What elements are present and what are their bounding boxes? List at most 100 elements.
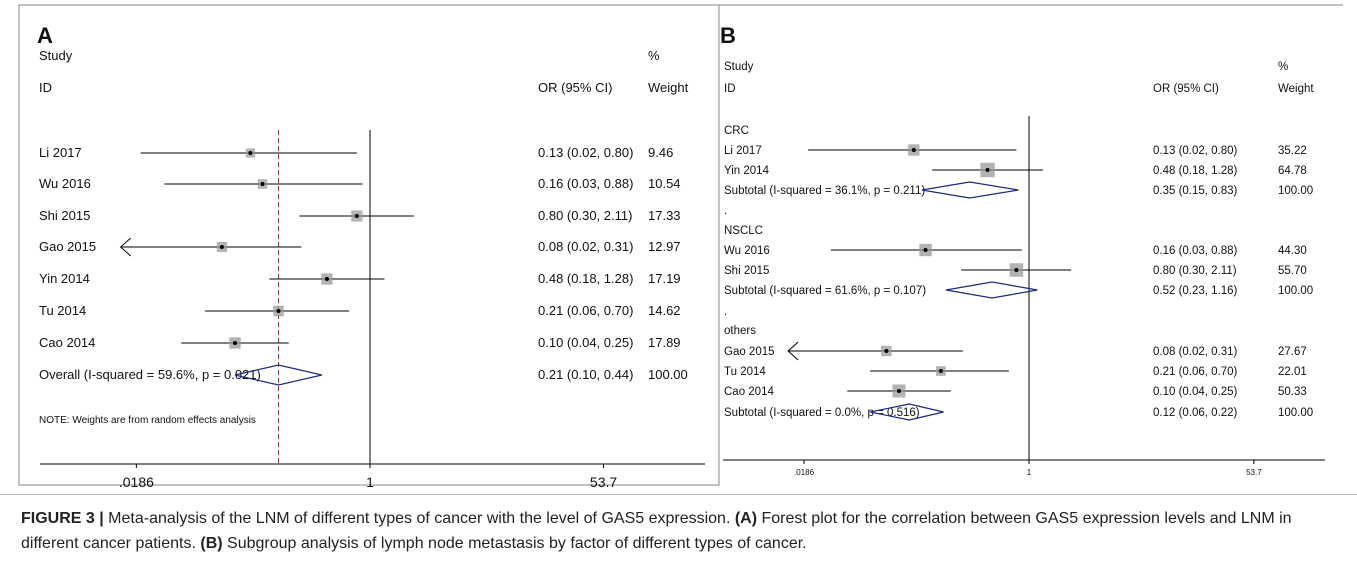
study-label: Yin 2014 xyxy=(724,165,770,177)
panel-frame xyxy=(18,4,720,486)
spacer-row: . xyxy=(724,306,727,318)
point-estimate xyxy=(276,309,281,313)
weight-text: 17.89 xyxy=(648,335,681,350)
study-label: Gao 2015 xyxy=(724,346,775,358)
weight-text: 55.70 xyxy=(1278,265,1307,277)
weight-text: 9.46 xyxy=(648,145,673,160)
weight-text: 100.00 xyxy=(1278,285,1313,297)
point-estimate xyxy=(354,214,359,218)
study-row: Shi 2015 0.80 (0.30, 2.11) 55.70 xyxy=(724,263,1307,277)
or-ci-text: 0.35 (0.15, 0.83) xyxy=(1153,185,1238,197)
or-ci-text: 0.08 (0.02, 0.31) xyxy=(538,239,633,254)
study-row: Gao 2015 0.08 (0.02, 0.31) 27.67 xyxy=(724,341,1307,361)
header-percent: % xyxy=(648,48,660,63)
point-estimate xyxy=(897,389,901,393)
weight-text: 100.00 xyxy=(1278,185,1313,197)
header-or-ci: OR (95% CI) xyxy=(1153,83,1219,95)
ci-arrow-left xyxy=(119,237,131,257)
study-row: Yin 2014 0.48 (0.18, 1.28) 64.78 xyxy=(724,162,1307,178)
weight-text: 27.67 xyxy=(1278,346,1307,358)
summary-label: Overall (I-squared = 59.6%, p = 0.021) xyxy=(39,367,261,382)
or-ci-text: 0.80 (0.30, 2.11) xyxy=(1153,265,1237,277)
study-label: Wu 2016 xyxy=(724,245,770,257)
group-label: others xyxy=(724,325,756,337)
summary-label: Subtotal (I-squared = 36.1%, p = 0.211) xyxy=(724,185,925,197)
or-ci-text: 0.80 (0.30, 2.11) xyxy=(538,208,632,223)
study-label: Tu 2014 xyxy=(39,303,86,318)
weight-text: 100.00 xyxy=(648,367,688,382)
study-label: Tu 2014 xyxy=(724,366,766,378)
group-label: NSCLC xyxy=(724,225,763,237)
pooled-diamond xyxy=(870,403,944,421)
weights-note: NOTE: Weights are from random effects an… xyxy=(39,415,256,426)
header-id: ID xyxy=(724,83,736,95)
group-row: others xyxy=(724,325,756,337)
summary-row: Subtotal (I-squared = 61.6%, p = 0.107) 0… xyxy=(724,281,1313,299)
panel-b-forest-plot: B Study ID OR (95% CI)% Weight .0186 1 53.7 CRC L… xyxy=(715,4,1343,477)
summary-row: Overall (I-squared = 59.6%, p = 0.021) 0.… xyxy=(39,364,688,386)
study-label: Gao 2015 xyxy=(39,239,96,254)
weight-text: 14.62 xyxy=(648,303,681,318)
study-row: Gao 2015 0.08 (0.02, 0.31) 12.97 xyxy=(39,237,681,257)
study-label: Li 2017 xyxy=(724,145,762,157)
study-row: Li 2017 0.13 (0.02, 0.80) 9.46 xyxy=(39,145,673,160)
study-row: Wu 2016 0.16 (0.03, 0.88) 10.54 xyxy=(39,176,681,191)
study-row: Li 2017 0.13 (0.02, 0.80) 35.22 xyxy=(724,144,1307,157)
point-estimate xyxy=(248,151,253,155)
or-ci-text: 0.12 (0.06, 0.22) xyxy=(1153,407,1238,419)
header-weight: Weight xyxy=(1278,83,1314,95)
header-or-ci: OR (95% CI) xyxy=(538,80,612,95)
caption-label-a: (A) xyxy=(734,510,758,527)
or-ci-text: 0.48 (0.18, 1.28) xyxy=(1153,165,1238,177)
caption-label-b: (B) xyxy=(200,535,223,552)
weight-text: 50.33 xyxy=(1278,386,1307,398)
study-label: Wu 2016 xyxy=(39,176,91,191)
study-label: Shi 2015 xyxy=(724,265,769,277)
caption-text-3: Subgroup analysis of lymph node metastas… xyxy=(222,535,807,552)
study-row: Cao 2014 0.10 (0.04, 0.25) 50.33 xyxy=(724,384,1307,398)
or-ci-text: 0.16 (0.03, 0.88) xyxy=(1153,245,1238,257)
or-ci-text: 0.13 (0.02, 0.80) xyxy=(1153,145,1238,157)
spacer-row: . xyxy=(724,205,727,217)
study-label: Yin 2014 xyxy=(39,271,90,286)
group-row: CRC xyxy=(724,125,749,137)
header-percent: % xyxy=(1278,61,1288,73)
figure-caption: FIGURE 3 | Meta-analysis of the LNM of d… xyxy=(21,506,1331,556)
or-ci-text: 0.21 (0.06, 0.70) xyxy=(1153,366,1238,378)
weight-text: 64.78 xyxy=(1278,165,1307,177)
header-id: ID xyxy=(39,80,52,95)
ci-arrow-left xyxy=(787,341,799,361)
point-estimate xyxy=(911,148,916,152)
pooled-diamond xyxy=(921,181,1019,199)
or-ci-text: 0.52 (0.23, 1.16) xyxy=(1153,285,1238,297)
panel-label: B xyxy=(720,23,736,48)
group-label: CRC xyxy=(724,125,749,137)
or-ci-text: 0.48 (0.18, 1.28) xyxy=(538,271,633,286)
caption-text-1: Meta-analysis of the LNM of different ty… xyxy=(103,510,735,527)
x-tick-label: 1 xyxy=(1027,468,1032,477)
weight-text: 44.30 xyxy=(1278,245,1307,257)
weight-text: 22.01 xyxy=(1278,366,1307,378)
x-tick-label: 53.7 xyxy=(1246,468,1262,477)
point-estimate xyxy=(938,369,943,373)
point-estimate xyxy=(884,349,889,353)
point-estimate xyxy=(324,277,329,281)
study-label: Shi 2015 xyxy=(39,208,90,223)
or-ci-text: 0.21 (0.06, 0.70) xyxy=(538,303,633,318)
point-estimate xyxy=(923,248,928,252)
summary-row: Subtotal (I-squared = 36.1%, p = 0.211) 0… xyxy=(724,181,1313,199)
study-row: Shi 2015 0.80 (0.30, 2.11) 17.33 xyxy=(39,208,681,223)
caption-divider xyxy=(0,494,1357,495)
or-ci-text: 0.13 (0.02, 0.80) xyxy=(538,145,633,160)
x-tick-label: 53.7 xyxy=(590,474,617,490)
point-estimate xyxy=(260,182,265,186)
summary-label: Subtotal (I-squared = 0.0%, p = 0.516) xyxy=(724,407,920,419)
summary-row: Subtotal (I-squared = 0.0%, p = 0.516) 0.… xyxy=(724,403,1313,421)
weight-text: 35.22 xyxy=(1278,145,1307,157)
panel-label: A xyxy=(37,23,53,48)
weight-text: 10.54 xyxy=(648,176,681,191)
x-tick-label: .0186 xyxy=(119,474,154,490)
group-row: NSCLC xyxy=(724,225,763,237)
